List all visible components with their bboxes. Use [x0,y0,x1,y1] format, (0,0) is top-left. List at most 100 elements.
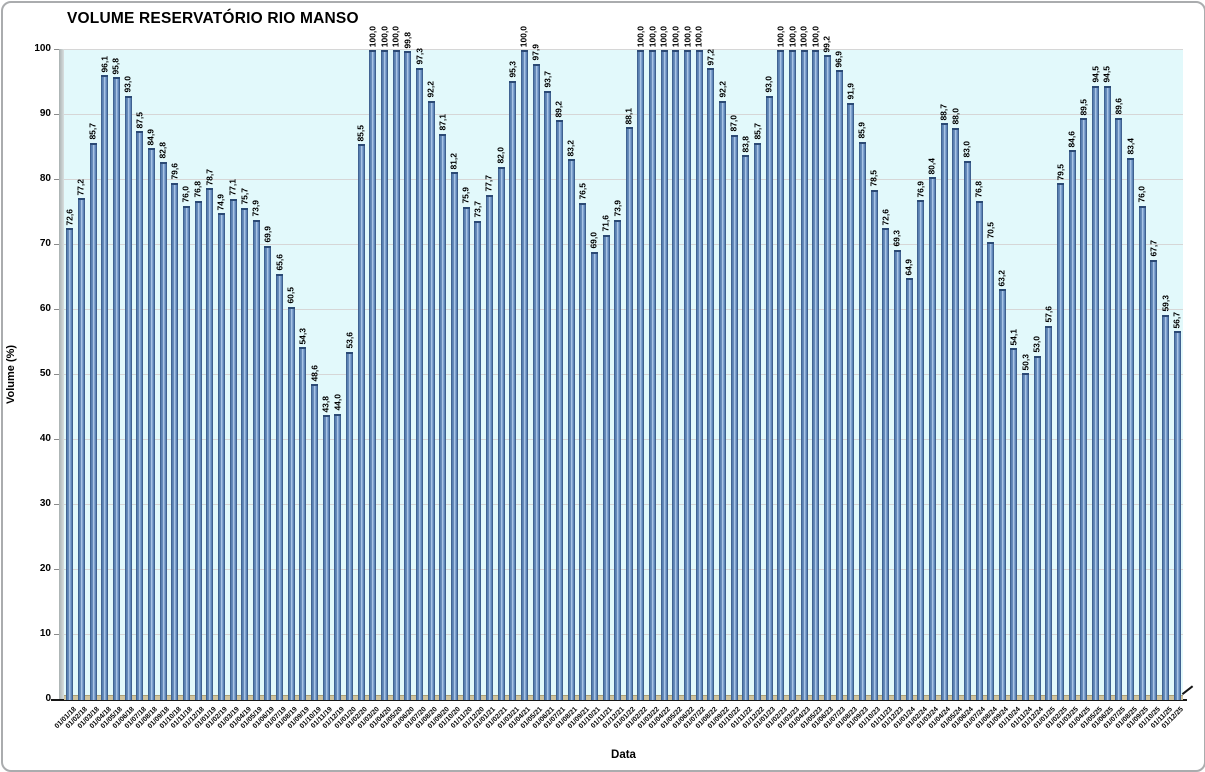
bar [590,251,598,700]
bar-slot: 73,9 [612,50,624,700]
bar-value-label: 89,5 [1078,98,1089,116]
x-axis-3d-corner [1181,685,1194,695]
y-tick-mark [54,178,59,180]
bar-slot: 67,7 [1148,50,1160,700]
bar-value-label: 81,2 [448,152,459,170]
bar-value-label: 69,0 [588,231,599,249]
bar-value-label: 76,5 [577,183,588,200]
bar-slot: 76,5 [577,50,589,700]
bar-slot: 59,3 [1160,50,1172,700]
bar-value-label: 56,7 [1171,311,1182,329]
bar-slot: 56,7 [1171,50,1183,700]
bar [1103,85,1111,700]
bar-slot: 70,5 [985,50,997,700]
bar [1138,206,1146,700]
bar [159,161,167,700]
bar-value-label: 57,6 [1043,306,1054,323]
bar-slot: 72,6 [880,50,892,700]
bar-value-label: 100,0 [787,25,798,47]
bar-slot: 65,6 [274,50,286,700]
bar-value-label: 89,6 [1113,98,1124,115]
bar-value-label: 75,9 [460,187,471,204]
bar [987,241,995,700]
bar [252,219,260,700]
bar-slot: 69,9 [262,50,274,700]
bar-value-label: 72,6 [64,208,75,226]
bar [346,351,354,700]
y-tick-mark [54,48,59,50]
bar-slot: 100,0 [647,26,659,700]
bar [917,200,925,700]
bar-slot: 100,0 [693,26,705,700]
bar [625,127,633,700]
bar-slot: 54,3 [297,50,309,700]
bar-value-label: 100,0 [658,25,669,47]
y-axis-labels: 0 10 20 30 40 50 60 70 80 90 100 [3,43,53,704]
bar [1057,183,1065,700]
bar [77,198,85,700]
bar-value-label: 82,0 [495,147,506,164]
y-tick-label: 100 [34,43,51,54]
bar-slot: 92,2 [717,50,729,700]
bar-value-label: 79,5 [1055,163,1066,181]
y-tick-mark [54,633,59,635]
bar-slot: 85,5 [355,50,367,700]
bar-value-label: 88,0 [950,108,961,125]
bar [206,188,214,700]
bar-value-label: 87,5 [134,111,145,129]
bar-value-label: 76,8 [192,181,203,198]
bar [812,50,820,700]
bar-value-label: 83,8 [740,135,751,153]
bar [835,70,843,700]
bar [147,148,155,700]
bar [544,90,552,700]
bar-value-label: 84,9 [145,128,156,146]
bar-slot: 69,3 [892,50,904,700]
bar-value-label: 97,2 [705,48,716,66]
y-tick-label: 50 [39,368,51,379]
bar [893,249,901,700]
bar [264,245,272,700]
bar-value-label: 93,0 [122,75,133,93]
y-tick-mark [54,308,59,310]
bar [182,206,190,700]
bar-value-label: 85,7 [87,123,98,140]
y-tick-mark [54,113,59,115]
bar-slot: 84,6 [1066,50,1078,700]
gridline [64,179,1183,180]
bar [742,155,750,700]
bar-slot: 95,3 [507,50,519,700]
bar-slot: 100,0 [787,26,799,700]
bar [124,95,132,700]
bar-slot: 73,7 [472,50,484,700]
bar-value-label: 87,1 [437,114,448,131]
bar-slot: 97,2 [705,48,717,700]
bar-value-label: 69,3 [891,230,902,247]
bar-slot: 63,2 [997,50,1009,700]
bar-slot: 100,0 [775,26,787,700]
y-tick-label: 0 [45,693,51,704]
bar-value-label: 72,6 [880,208,891,226]
bar [882,228,890,700]
bar-value-label: 94,5 [1090,66,1101,83]
bar [905,278,913,700]
bar-slot: 99,8 [402,32,414,700]
bar [1068,150,1076,700]
bar-value-label: 64,9 [903,258,914,276]
bar-slot: 76,8 [192,50,204,700]
bar [870,189,878,700]
bar [450,172,458,700]
bar-value-label: 60,5 [285,287,296,304]
bar [719,100,727,700]
bar [404,51,412,700]
y-tick-label: 70 [39,238,51,249]
bar-slot: 60,5 [285,50,297,700]
bar-slot: 100,0 [658,26,670,700]
y-tick-mark [54,373,59,375]
bar-slot: 100,0 [798,26,810,700]
bar [416,67,424,700]
bar-value-label: 97,9 [530,44,541,61]
y-tick-label: 10 [39,628,51,639]
x-axis-labels: 01/01/18 01/02/18 01/03/18 01/04/18 01/05/18… [54,701,1186,753]
bar-slot: 83,2 [565,50,577,700]
